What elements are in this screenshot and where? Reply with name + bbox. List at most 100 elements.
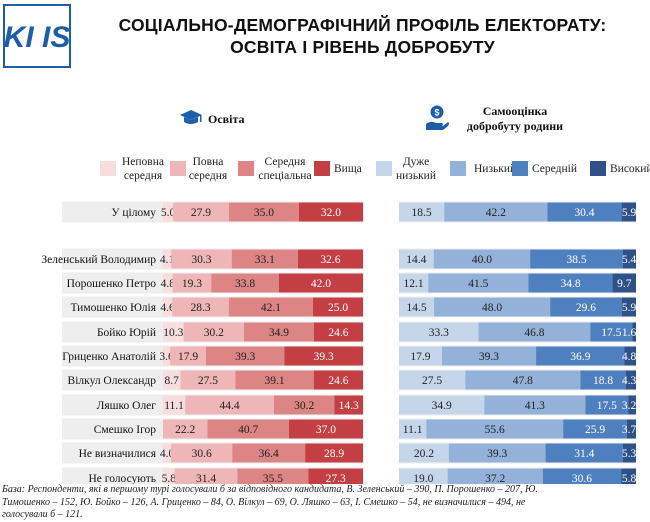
education-value-label-3-0: 4.6 [160,302,175,314]
page-title-line2: ОСВІТА І РІВЕНЬ ДОБРОБУТУ [230,37,495,57]
education-value-label-9-0: 4.0 [160,448,175,460]
wealth-value-label-2-2: 34.8 [560,278,580,290]
wealth-value-label-0-3: 5.9 [622,207,637,219]
education-value-label-9-3: 28.9 [324,448,344,460]
wealth-value-label-7-1: 41.3 [525,400,545,412]
category-label-9: Не визначилися [79,448,157,460]
wealth-value-label-9-2: 31.4 [574,448,594,460]
education-bar-2-0 [163,273,173,293]
wealth-bar-6-2 [580,370,626,390]
education-value-label-2-2: 33.8 [235,278,255,290]
svg-text:$: $ [434,108,439,118]
education-value-label-4-0: 10.3 [163,327,183,339]
category-label-7: Ляшко Олег [97,400,157,412]
wealth-value-label-3-2: 29.6 [576,302,596,314]
education-bar-1-0 [163,249,172,269]
wealth-bar-9-2 [545,443,623,463]
education-bar-6-0 [163,370,181,390]
category-label-1: Зеленський Володимир [41,254,156,266]
wealth-value-label-6-0: 27.5 [422,375,442,387]
wealth-value-label-1-3: 5.4 [622,254,637,266]
page-title-line1: СОЦІАЛЬНО-ДЕМОГРАФІЧНИЙ ПРОФІЛЬ ЕЛЕКТОРА… [118,15,607,35]
wealth-value-label-7-3: 3.2 [622,400,637,412]
education-bar-3-0 [163,297,173,317]
education-value-label-1-3: 32.6 [320,254,340,266]
wealth-bar-8-3 [626,419,636,439]
wealth-value-label-6-3: 4.3 [622,375,637,387]
footnote-line2: Тимошенко – 152, Ю. Бойко – 126, А. Гриц… [2,496,526,508]
wealth-section-title: Самооцінка добробуту родини [455,104,575,134]
education-bar-10-3 [308,468,363,484]
education-bar-10-1 [174,468,238,484]
wealth-legend-swatch-1 [450,161,466,176]
education-bar-3-3 [313,297,363,317]
education-value-label-1-0: 4.1 [160,254,175,266]
education-value-label-3-2: 42.1 [261,302,281,314]
category-label-8: Смешко Ігор [94,424,157,436]
education-value-label-2-3: 42.0 [311,278,331,290]
education-value-label-7-3: 14.3 [339,400,359,412]
wealth-value-label-3-1: 48.0 [482,302,502,314]
wealth-bar-10-0 [399,468,448,484]
education-bar-3-2 [228,297,313,317]
wealth-legend-label-1-0: Низький [474,163,516,175]
wealth-value-label-4-2: 17.5 [601,327,621,339]
wealth-value-label-9-1: 39.3 [487,448,507,460]
education-value-label-8-3: 37.0 [316,424,336,436]
education-bar-9-0 [163,443,172,463]
wealth-bar-10-3 [621,468,636,484]
education-value-label-0-3: 32.0 [321,207,341,219]
wealth-value-label-10-2: 30.6 [572,473,592,484]
hand-money-icon: $ [426,105,449,130]
wealth-value-label-5-3: 4.8 [622,351,637,363]
wealth-value-label-3-0: 14.5 [406,302,426,314]
education-value-label-10-0: 5.8 [162,473,177,484]
wealth-value-label-2-1: 41.5 [468,278,488,290]
education-legend-label-1-1: середня [189,170,228,182]
wealth-bar-2-2 [528,273,613,293]
education-bar-0-2 [228,202,299,222]
education-value-label-6-3: 24.6 [328,375,348,387]
category-label-10: Не голосують [88,473,156,484]
education-bar-3-1 [172,297,229,317]
stacked-bar-chart: Неповна середня Повна середня Середня спеціал… [41,156,650,484]
education-value-label-2-0: 4.8 [161,278,176,290]
education-bar-1-3 [297,249,363,269]
education-value-label-7-2: 30.2 [294,400,314,412]
education-bar-2-3 [278,273,363,293]
wealth-bar-7-1 [484,395,586,415]
wealth-bar-0-0 [399,202,445,222]
education-bar-7-1 [185,395,274,415]
education-legend-label-1-0: Повна [193,156,224,168]
education-bar-9-1 [171,443,233,463]
wealth-value-label-10-1: 37.2 [485,473,505,484]
education-section-title: Освіта [208,112,245,126]
wealth-legend-label-0-0: Дуже [403,156,429,168]
education-value-label-10-1: 31.4 [196,473,216,484]
wealth-bar-6-1 [465,370,581,390]
education-bar-4-0 [163,322,184,342]
wealth-legend-swatch-0 [376,161,392,176]
education-value-label-7-1: 44.4 [220,400,240,412]
wealth-value-label-2-0: 12.1 [404,278,424,290]
wealth-bar-5-2 [536,346,625,366]
education-value-label-7-0: 11.1 [164,400,184,412]
wealth-bar-5-0 [399,346,442,366]
wealth-bar-5-1 [441,346,537,366]
education-value-label-3-1: 28.3 [190,302,210,314]
education-bar-5-0 [163,346,171,366]
wealth-bar-1-0 [399,249,434,269]
education-legend-label-2-0: Середня [265,156,307,168]
wealth-legend-swatch-2 [512,161,528,176]
education-bar-6-2 [235,370,314,390]
education-bar-1-2 [231,249,298,269]
wealth-bar-5-3 [624,346,636,366]
wealth-bar-1-2 [530,249,623,269]
wealth-value-label-8-2: 25.9 [585,424,605,436]
wealth-legend-swatch-3 [590,161,606,176]
education-value-label-9-2: 36.4 [259,448,279,460]
wealth-bar-4-2 [590,322,633,342]
education-value-label-3-3: 25.0 [328,302,348,314]
education-bar-0-3 [298,202,363,222]
wealth-bar-10-1 [447,468,543,484]
